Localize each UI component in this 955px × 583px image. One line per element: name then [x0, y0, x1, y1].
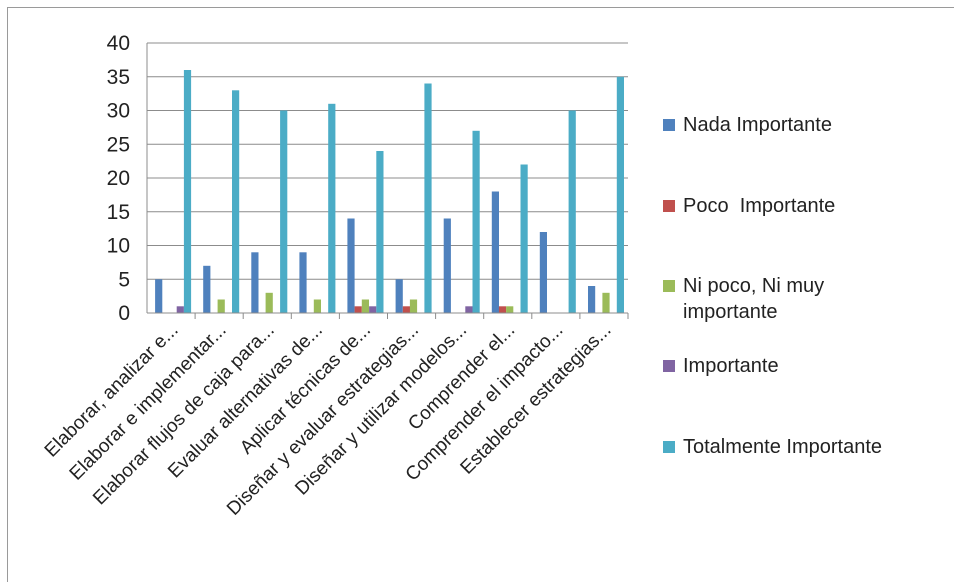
legend-item-poco-importante: Poco Importante: [663, 193, 948, 219]
bar: [265, 292, 273, 314]
bar: [568, 110, 576, 313]
legend-label: Totalmente Importante: [683, 436, 882, 458]
bar: [409, 299, 418, 313]
bar: [232, 90, 240, 314]
axes: [146, 43, 629, 319]
bar: [520, 164, 528, 313]
legend-label: Nada Importante: [683, 114, 832, 136]
legend-item-totalmente-importante: Totalmente Importante: [663, 434, 948, 460]
legend-swatch: [663, 441, 675, 453]
y-tick-label: 0: [118, 302, 130, 325]
bar: [465, 306, 473, 314]
bar: [299, 252, 307, 314]
bar: [443, 218, 451, 313]
bar: [616, 76, 624, 314]
legend-label: Ni poco, Ni muy importante: [683, 275, 825, 323]
bar: [506, 306, 514, 314]
bars: [155, 70, 624, 314]
legend-item-importante: Importante: [663, 353, 948, 379]
bar: [602, 292, 610, 314]
bar: [402, 306, 410, 314]
y-tick-label: 20: [107, 167, 130, 190]
y-tick-label: 35: [107, 66, 130, 89]
gridlines: [147, 42, 628, 280]
y-tick-label: 5: [118, 268, 130, 291]
y-axis-tick-labels: 0 5 10 15 20 25 30 35 40: [107, 32, 130, 325]
legend: Nada Importante Poco Importante Ni poco,…: [663, 0, 953, 583]
legend-swatch: [663, 280, 675, 292]
bar: [491, 191, 499, 313]
legend-swatch: [663, 119, 675, 131]
legend-label: Importante: [683, 355, 779, 377]
bar: [369, 306, 377, 314]
chart-frame: [7, 7, 954, 582]
legend-swatch: [663, 360, 675, 372]
bar: [217, 299, 225, 313]
legend-item-ni-poco-ni-muy-importante: Ni poco, Ni muy importante: [663, 273, 868, 325]
legend-swatch: [663, 200, 675, 212]
bar: [472, 130, 480, 314]
y-tick-label: 25: [107, 133, 130, 156]
y-tick-label: 10: [107, 235, 130, 258]
bar: [155, 279, 163, 314]
bar: [176, 306, 184, 314]
bar: [313, 299, 321, 313]
bar: [588, 286, 596, 313]
bar: [354, 306, 362, 314]
bar: [280, 110, 288, 313]
bar: [203, 265, 211, 314]
y-tick-label: 30: [107, 100, 130, 123]
y-tick-label: 40: [107, 32, 130, 55]
x-axis-tick-labels: Elaborar, analizar e...Elaborar e implem…: [41, 320, 616, 520]
bar: [376, 151, 384, 313]
bar: [361, 299, 369, 313]
bar: [328, 103, 336, 314]
bar: [251, 252, 259, 314]
legend-item-nada-importante: Nada Importante: [663, 112, 948, 138]
bar: [395, 279, 403, 314]
legend-label: Poco Importante: [683, 195, 836, 217]
y-tick-label: 15: [107, 201, 130, 224]
bar: [347, 218, 355, 313]
bar: [183, 70, 192, 313]
bar: [539, 232, 547, 313]
bar: [424, 83, 432, 313]
bar: [498, 306, 507, 314]
